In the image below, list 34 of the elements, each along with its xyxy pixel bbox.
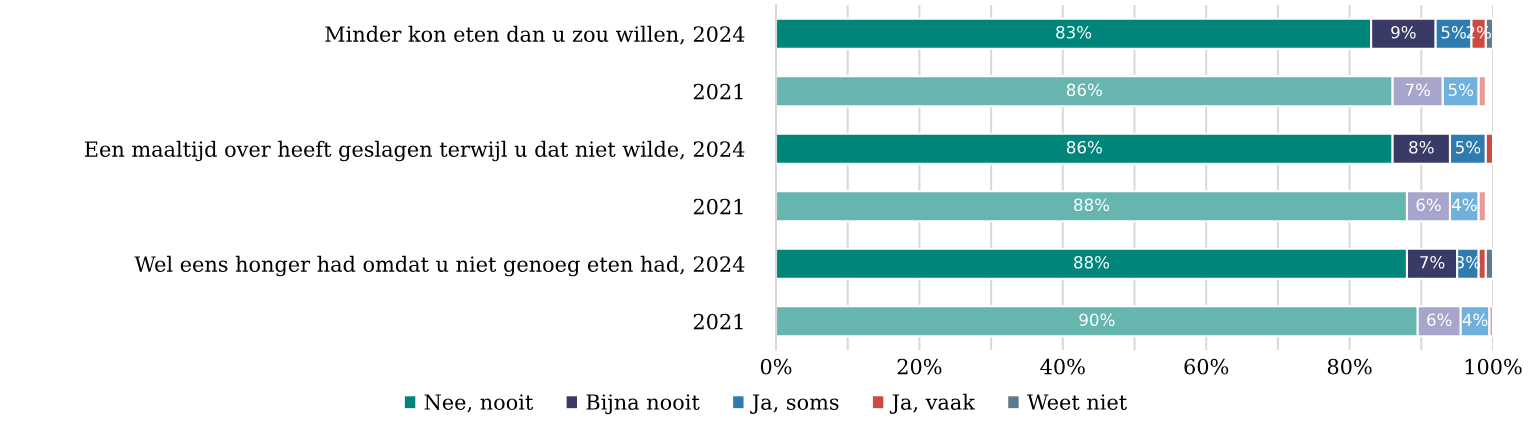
y-tick-label: 2021: [693, 83, 743, 100]
x-tick-label: 0%: [760, 358, 792, 375]
x-tick-label: 80%: [1327, 358, 1372, 375]
x-tick-label: 100%: [1465, 358, 1522, 375]
y-tick-label: Minder kon eten dan u zou willen, 2024: [325, 25, 745, 45]
data-label: 7%: [1405, 83, 1431, 97]
data-label: 88%: [1074, 198, 1110, 212]
data-label: 7%: [1420, 255, 1445, 269]
legend-label: Ja, vaak: [889, 393, 976, 414]
x-tick-label: 40%: [1040, 358, 1085, 375]
legend-label: Ja, soms: [750, 394, 839, 414]
data-label: 5%: [1448, 83, 1474, 97]
y-tick-label: Wel eens honger had omdat u niet genoeg eten had, 2024: [134, 255, 745, 277]
x-tick-label: 20%: [897, 358, 942, 375]
data-label: 90%: [1079, 313, 1115, 327]
y-tick-label: 2021: [693, 198, 743, 215]
data-label: 6%: [1427, 313, 1452, 327]
data-label: 88%: [1074, 255, 1110, 269]
data-label: 4%: [1462, 313, 1488, 327]
data-label: 5%: [1441, 25, 1466, 39]
y-tick-label: 2021: [693, 313, 743, 330]
data-label: 5%: [1455, 140, 1481, 154]
legend-label: Weet niet: [1027, 394, 1127, 410]
y-tick-label: Een maaltijd over heeft geslagen terwijl u dat niet wilde, 2024: [84, 140, 745, 162]
data-label: 4%: [1451, 198, 1477, 212]
x-tick-label: 60%: [1184, 358, 1229, 375]
legend-label: Bijna nooit: [586, 394, 700, 415]
data-label: 83%: [1056, 25, 1092, 39]
legend-label: Nee, nooit: [424, 394, 534, 413]
data-label: 6%: [1416, 198, 1441, 212]
data-label: 86%: [1066, 83, 1102, 97]
data-label: 9%: [1391, 25, 1416, 39]
data-label: 8%: [1409, 140, 1434, 154]
data-label: 86%: [1066, 140, 1102, 154]
